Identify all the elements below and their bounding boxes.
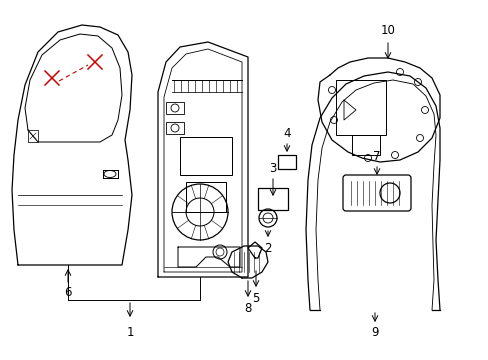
Bar [165,122,183,134]
Text: 2: 2 [264,242,271,255]
Bar [180,137,231,175]
Text: 6: 6 [64,285,72,298]
Text: 3: 3 [269,162,276,175]
Bar [258,188,287,210]
Text: 8: 8 [244,302,251,315]
Bar [335,80,385,135]
Text: 10: 10 [380,23,395,36]
Text: 9: 9 [370,327,378,339]
Text: 7: 7 [372,149,380,162]
Text: 5: 5 [252,292,259,305]
Text: 1: 1 [126,325,134,338]
Bar [278,155,295,169]
Text: 4: 4 [283,126,290,140]
Bar [165,102,183,114]
Bar [185,182,225,212]
